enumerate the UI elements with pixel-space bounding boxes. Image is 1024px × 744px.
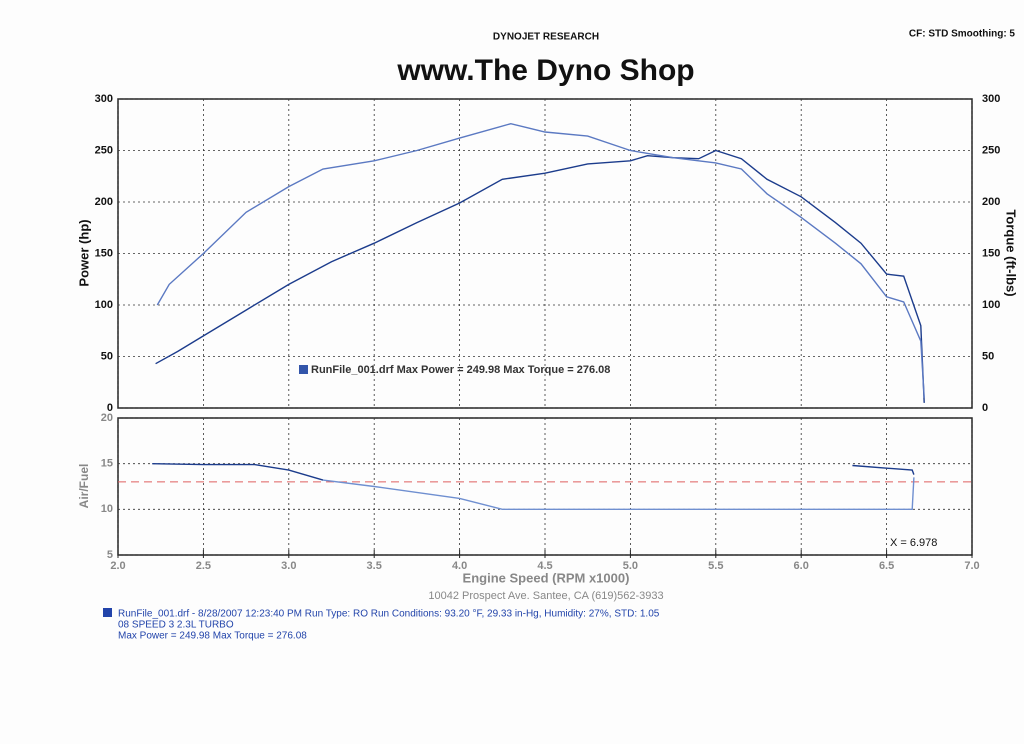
y2-tick-label: 0	[982, 402, 988, 414]
series-line	[152, 463, 915, 481]
y-tick-label: 50	[101, 350, 113, 362]
run-info: RunFile_001.drf - 8/28/2007 12:23:40 PM …	[118, 609, 660, 620]
y-tick-label: 20	[101, 412, 113, 424]
x-tick-label: 6.5	[879, 560, 894, 572]
y2-tick-label: 100	[982, 299, 1000, 311]
y-tick-label: 200	[95, 196, 113, 208]
max-values: Max Power = 249.98 Max Torque = 276.08	[118, 631, 307, 642]
series-line	[322, 477, 915, 510]
address: 10042 Prospect Ave. Santee, CA (619)562-…	[428, 590, 663, 602]
y2-tick-label: 300	[982, 93, 1000, 105]
legend-swatch	[299, 365, 308, 374]
y-axis-label: Air/Fuel	[77, 464, 91, 509]
y2-tick-label: 200	[982, 196, 1000, 208]
y-tick-label: 10	[101, 503, 113, 515]
x-tick-label: 3.5	[367, 560, 382, 572]
y2-tick-label: 50	[982, 350, 994, 362]
y2-tick-label: 250	[982, 144, 1000, 156]
y-tick-label: 5	[107, 549, 113, 561]
settings: CF: STD Smoothing: 5	[909, 29, 1016, 40]
y-tick-label: 0	[107, 402, 113, 414]
annotation: X = 6.978	[890, 537, 937, 549]
x-axis-label: Engine Speed (RPM x1000)	[463, 570, 630, 585]
y2-tick-label: 150	[982, 247, 1000, 259]
y2-axis-label: Torque (ft-lbs)	[1004, 209, 1019, 296]
footer-swatch	[103, 608, 112, 617]
x-tick-label: 5.5	[708, 560, 723, 572]
x-tick-label: 2.0	[110, 560, 125, 572]
y-tick-label: 100	[95, 299, 113, 311]
x-tick-label: 5.0	[623, 560, 638, 572]
y-axis-label: Power (hp)	[76, 219, 91, 286]
series-line	[155, 149, 925, 403]
x-tick-label: 4.5	[537, 560, 552, 572]
y-tick-label: 15	[101, 458, 113, 470]
chart-title: www.The Dyno Shop	[396, 54, 694, 87]
vehicle: 08 SPEED 3 2.3L TURBO	[118, 620, 234, 631]
brand: DYNOJET RESEARCH	[493, 32, 599, 43]
y-tick-label: 150	[95, 247, 113, 259]
legend-entry: RunFile_001.drf Max Power = 249.98 Max T…	[311, 364, 610, 376]
x-tick-label: 7.0	[964, 560, 979, 572]
series-line	[156, 122, 925, 398]
x-tick-label: 2.5	[196, 560, 211, 572]
x-tick-label: 6.0	[794, 560, 809, 572]
y-tick-label: 250	[95, 144, 113, 156]
y-tick-label: 300	[95, 93, 113, 105]
x-tick-label: 4.0	[452, 560, 467, 572]
x-tick-label: 3.0	[281, 560, 296, 572]
